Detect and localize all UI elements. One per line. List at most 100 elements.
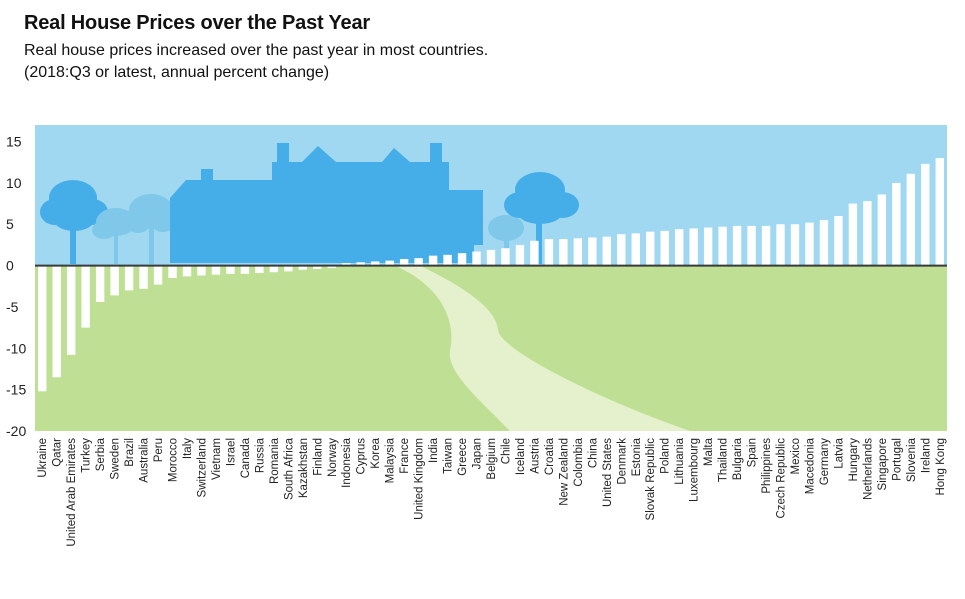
x-tick-label: Taiwan bbox=[443, 438, 455, 474]
bar-portugal bbox=[892, 182, 901, 266]
x-tick-label: Malta bbox=[703, 437, 715, 466]
x-tick-label: Macedonia bbox=[804, 437, 816, 494]
bar-india bbox=[428, 255, 438, 266]
x-tick-label: Norway bbox=[327, 438, 339, 477]
bar-sweden bbox=[110, 265, 119, 296]
bar-malaysia bbox=[385, 260, 394, 266]
y-tick-label: -10 bbox=[6, 340, 26, 356]
x-tick-label: Malaysia bbox=[385, 437, 397, 483]
bar-russia bbox=[255, 265, 264, 274]
chart-title: Real House Prices over the Past Year bbox=[24, 12, 370, 34]
bar-france bbox=[399, 258, 409, 266]
x-tick-label: Morocco bbox=[168, 438, 180, 482]
tree-small-icon bbox=[92, 208, 136, 264]
x-tick-label: Bulgaria bbox=[732, 437, 744, 480]
x-tick-label: Turkey bbox=[81, 438, 93, 473]
bar-luxembourg bbox=[689, 228, 698, 266]
x-tick-label: New Zealand bbox=[558, 438, 570, 506]
house-icon bbox=[170, 143, 483, 263]
bar-hungary bbox=[848, 203, 858, 266]
bar-lithuania bbox=[674, 229, 684, 266]
tree-right-small-icon bbox=[488, 215, 524, 264]
x-tick-label: Colombia bbox=[573, 437, 585, 486]
bar-iceland bbox=[515, 244, 525, 266]
x-tick-label: Hungary bbox=[848, 438, 860, 482]
x-tick-label: Chile bbox=[500, 438, 512, 464]
bar-china bbox=[588, 237, 597, 266]
x-tick-label: Romania bbox=[269, 437, 281, 484]
x-tick-label: United Arab Emirates bbox=[66, 438, 78, 547]
x-tick-label: Australia bbox=[139, 437, 151, 482]
y-tick-label: 15 bbox=[6, 134, 22, 150]
x-tick-label: Cyprus bbox=[356, 438, 368, 475]
x-tick-label: Lithuania bbox=[674, 437, 686, 484]
x-tick-label: Canada bbox=[240, 437, 252, 478]
bar-cyprus bbox=[356, 262, 365, 266]
bar-brazil bbox=[124, 265, 134, 291]
bar-ukraine bbox=[38, 265, 47, 392]
scenery-illustration bbox=[40, 143, 579, 264]
x-tick-label: Switzerland bbox=[196, 438, 208, 497]
x-tick-label: Thailand bbox=[718, 438, 730, 482]
x-tick-label: Netherlands bbox=[862, 438, 874, 500]
x-tick-label: Austria bbox=[529, 437, 541, 473]
tree-mid-icon bbox=[125, 194, 175, 264]
bar-turkey bbox=[81, 265, 90, 328]
x-tick-label: Vietnam bbox=[211, 438, 223, 480]
x-tick-label: Kazakhstan bbox=[298, 438, 310, 498]
bar-australia bbox=[139, 265, 148, 289]
x-tick-label: Estonia bbox=[631, 437, 643, 476]
y-tick-label: -5 bbox=[6, 299, 19, 315]
x-tick-label: Germany bbox=[819, 438, 831, 486]
bar-switzerland bbox=[197, 265, 206, 276]
bar-colombia bbox=[573, 238, 583, 266]
chart-note: (2018:Q3 or latest, annual percent chang… bbox=[24, 64, 330, 81]
y-tick-label: 10 bbox=[6, 175, 22, 191]
x-tick-label: Latvia bbox=[833, 437, 845, 468]
x-tick-label: Ukraine bbox=[37, 438, 49, 478]
bar-latvia bbox=[834, 215, 843, 266]
x-tick-label: Serbia bbox=[95, 437, 107, 471]
bar-japan bbox=[472, 251, 481, 266]
x-tick-label: Luxembourg bbox=[689, 438, 701, 502]
bar-israel bbox=[226, 265, 235, 274]
bar-norway bbox=[327, 265, 336, 269]
x-tick-label: Slovak Republic bbox=[645, 438, 657, 521]
x-tick-label: Slovenia bbox=[906, 437, 918, 482]
bar-bulgaria bbox=[732, 225, 742, 266]
bar-poland bbox=[660, 230, 669, 266]
bar-singapore bbox=[877, 194, 887, 266]
x-tick-label: Israel bbox=[225, 438, 237, 466]
x-tick-label: Croatia bbox=[544, 437, 556, 475]
bar-taiwan bbox=[443, 254, 452, 266]
bar-italy bbox=[182, 265, 192, 277]
bar-slovak-republic bbox=[646, 231, 655, 266]
bar-peru bbox=[153, 265, 163, 285]
bar-south-africa bbox=[284, 265, 293, 272]
x-tick-label: France bbox=[399, 438, 411, 474]
x-tick-label: China bbox=[587, 437, 599, 468]
bar-macedonia bbox=[805, 222, 814, 266]
bar-united-kingdom bbox=[414, 258, 423, 266]
x-tick-label: Singapore bbox=[877, 438, 889, 490]
x-tick-label: Spain bbox=[747, 438, 759, 467]
x-tick-label: Brazil bbox=[124, 438, 136, 467]
x-tick-label: Russia bbox=[254, 437, 266, 473]
y-tick-label: 0 bbox=[6, 258, 14, 274]
x-axis: Ukraine Qatar United Arab Emirates Turkey Se… bbox=[37, 437, 947, 546]
chart-subtitle: Real house prices increased over the pas… bbox=[24, 42, 489, 59]
y-tick-label: 5 bbox=[6, 216, 14, 232]
bar-ireland bbox=[921, 163, 930, 266]
y-axis: 15 10 5 0 -5 -10 -15 -20 bbox=[6, 134, 26, 439]
x-tick-label: India bbox=[428, 437, 440, 463]
bar-germany bbox=[819, 220, 829, 266]
x-tick-label: Finland bbox=[312, 438, 324, 476]
x-tick-label: Peru bbox=[153, 438, 165, 462]
bar-spain bbox=[747, 225, 756, 266]
bar-estonia bbox=[631, 233, 640, 266]
x-tick-label: Italy bbox=[182, 438, 194, 459]
x-tick-label: Czech Republic bbox=[776, 438, 788, 519]
bar-thailand bbox=[718, 226, 727, 266]
x-tick-label: Belgium bbox=[486, 438, 498, 480]
bar-netherlands bbox=[863, 201, 872, 266]
